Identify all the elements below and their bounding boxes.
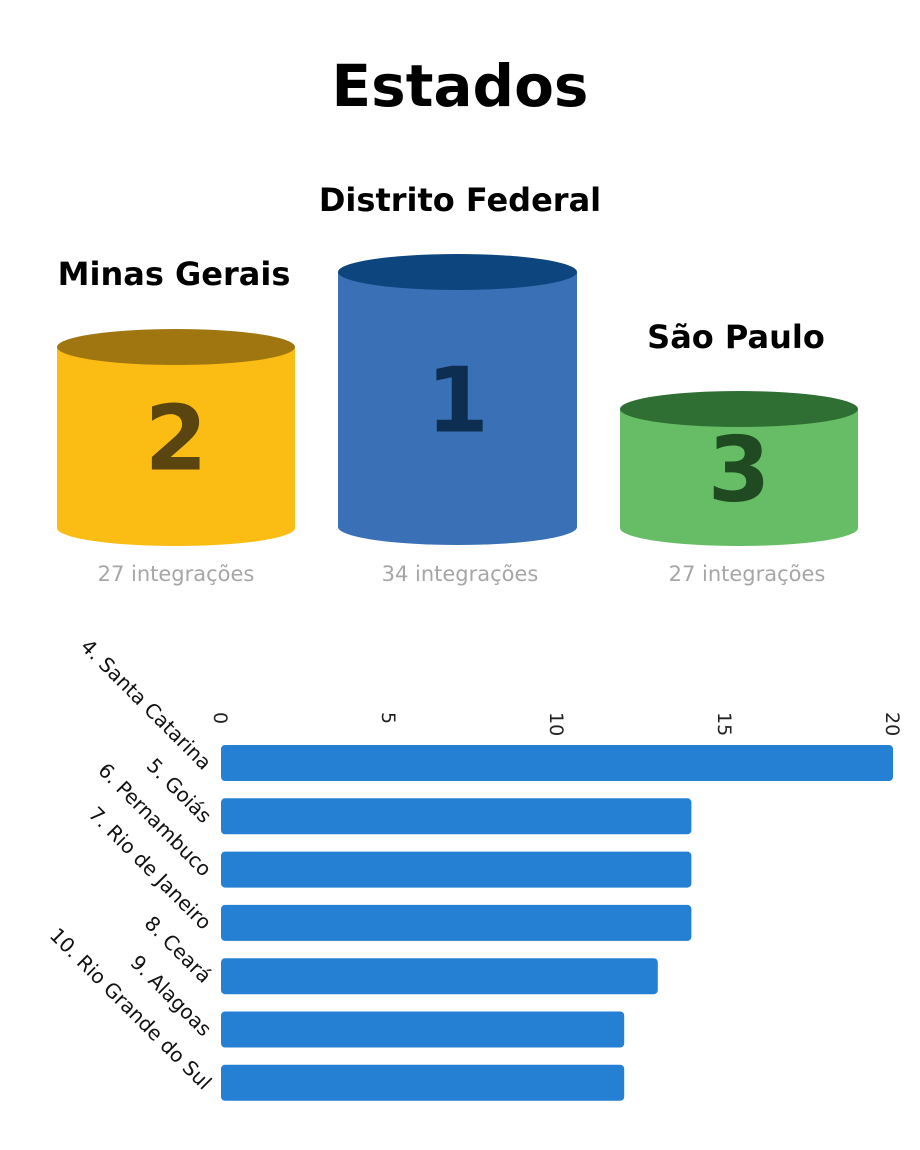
podium-cylinder-1: [338, 272, 577, 545]
podium-count-3: 27 integrações: [668, 562, 826, 586]
x-tick-label: 15: [713, 712, 735, 736]
bar: [221, 851, 692, 888]
bar: [221, 904, 692, 941]
bar: [221, 745, 893, 781]
bar: [221, 1011, 625, 1048]
podium-rank-1: 1: [426, 349, 489, 454]
x-tick-label: 20: [881, 712, 903, 736]
podium: 2 1 3: [57, 254, 858, 546]
podium-top-2: [57, 329, 295, 365]
podium-top-3: [620, 391, 858, 427]
bar: [221, 798, 692, 835]
podium-count-2: 27 integrações: [97, 562, 255, 586]
podium-cylinder-3: [620, 409, 858, 546]
category-label: 4. Santa Catarina: [76, 634, 216, 774]
x-tick-label: 5: [377, 712, 399, 724]
podium-name-1: Distrito Federal: [318, 181, 602, 219]
bar: [221, 958, 658, 995]
x-tick-label: 0: [209, 712, 231, 724]
podium-count-1: 34 integrações: [381, 562, 539, 586]
podium-name-3: São Paulo: [647, 318, 825, 356]
podium-name-2: Minas Gerais: [57, 255, 291, 293]
podium-top-1: [338, 254, 577, 290]
x-tick-label: 10: [545, 712, 567, 736]
podium-rank-2: 2: [145, 387, 208, 492]
bar: [221, 1064, 625, 1101]
page-title: Estados: [331, 52, 589, 120]
podium-rank-3: 3: [708, 418, 771, 523]
podium-cylinder-2: [57, 347, 295, 546]
